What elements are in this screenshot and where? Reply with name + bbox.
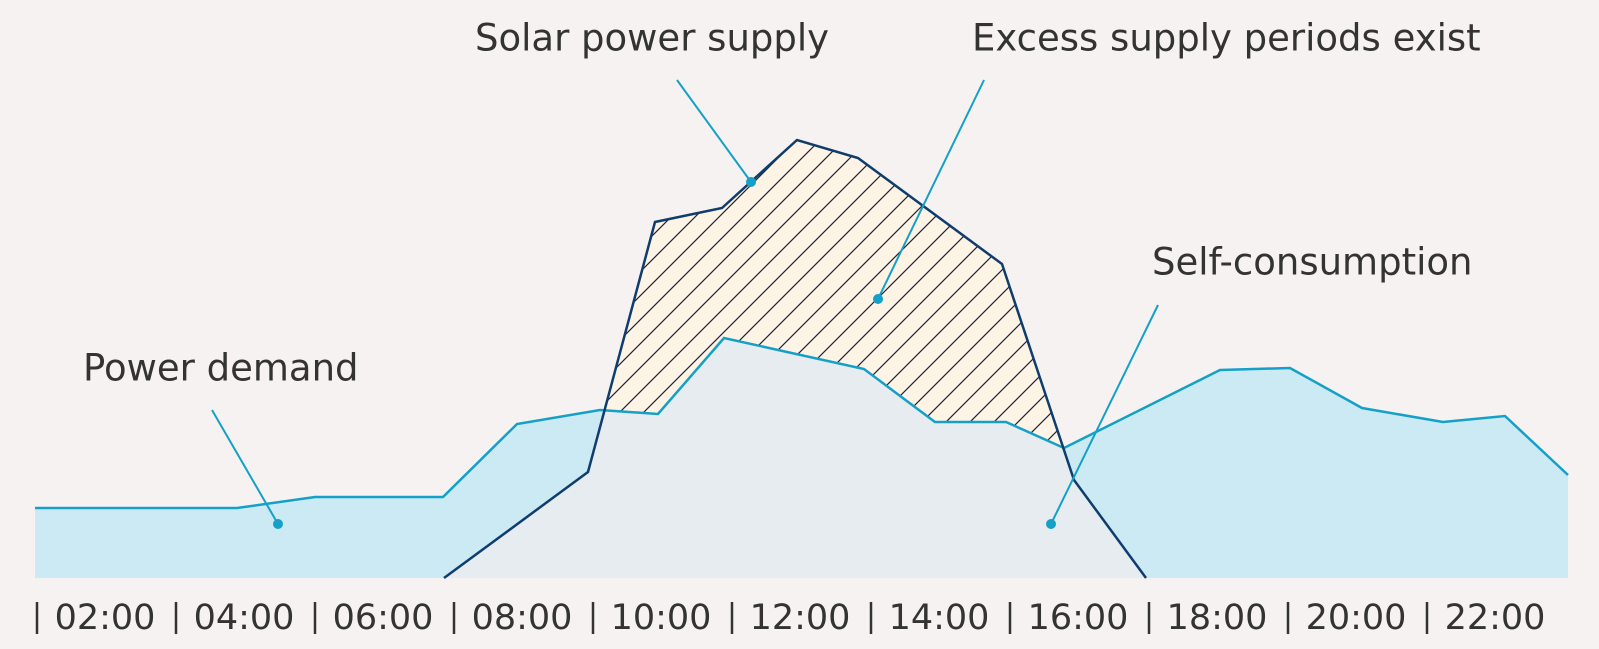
time-label: 22:00 [1445, 598, 1546, 638]
time-label: 06:00 [333, 598, 434, 638]
callout-dot [273, 519, 283, 529]
time-axis: 02:00 04:00 06:00 08:00 10:00 12:00 14:00 16:00… [35, 598, 1546, 638]
callouts [211, 79, 1159, 525]
label: Excess supply periods exist [972, 17, 1481, 60]
callout-dots [273, 177, 1056, 529]
time-label: 04:00 [194, 598, 295, 638]
demand-line [35, 336, 1569, 510]
callout-line [676, 79, 752, 183]
label: Self-consumption [1152, 241, 1472, 284]
label: Power demand [83, 347, 359, 390]
self-consumption-area [444, 338, 1146, 578]
callout-dot [1046, 519, 1056, 529]
callout-line [1050, 304, 1159, 525]
time-label: 08:00 [472, 598, 573, 638]
time-label: 10:00 [611, 598, 712, 638]
time-label: 02:00 [55, 598, 156, 638]
time-label: 18:00 [1167, 598, 1268, 638]
time-label: 12:00 [750, 598, 851, 638]
callout-line [211, 409, 279, 525]
time-label: 14:00 [889, 598, 990, 638]
time-label: 16:00 [1028, 598, 1129, 638]
callout-dot [873, 294, 883, 304]
callout-line [877, 79, 985, 300]
solar-line [443, 138, 1148, 580]
callout-dot [746, 177, 756, 187]
label: Solar power supply [475, 17, 829, 60]
time-label: 20:00 [1306, 598, 1407, 638]
